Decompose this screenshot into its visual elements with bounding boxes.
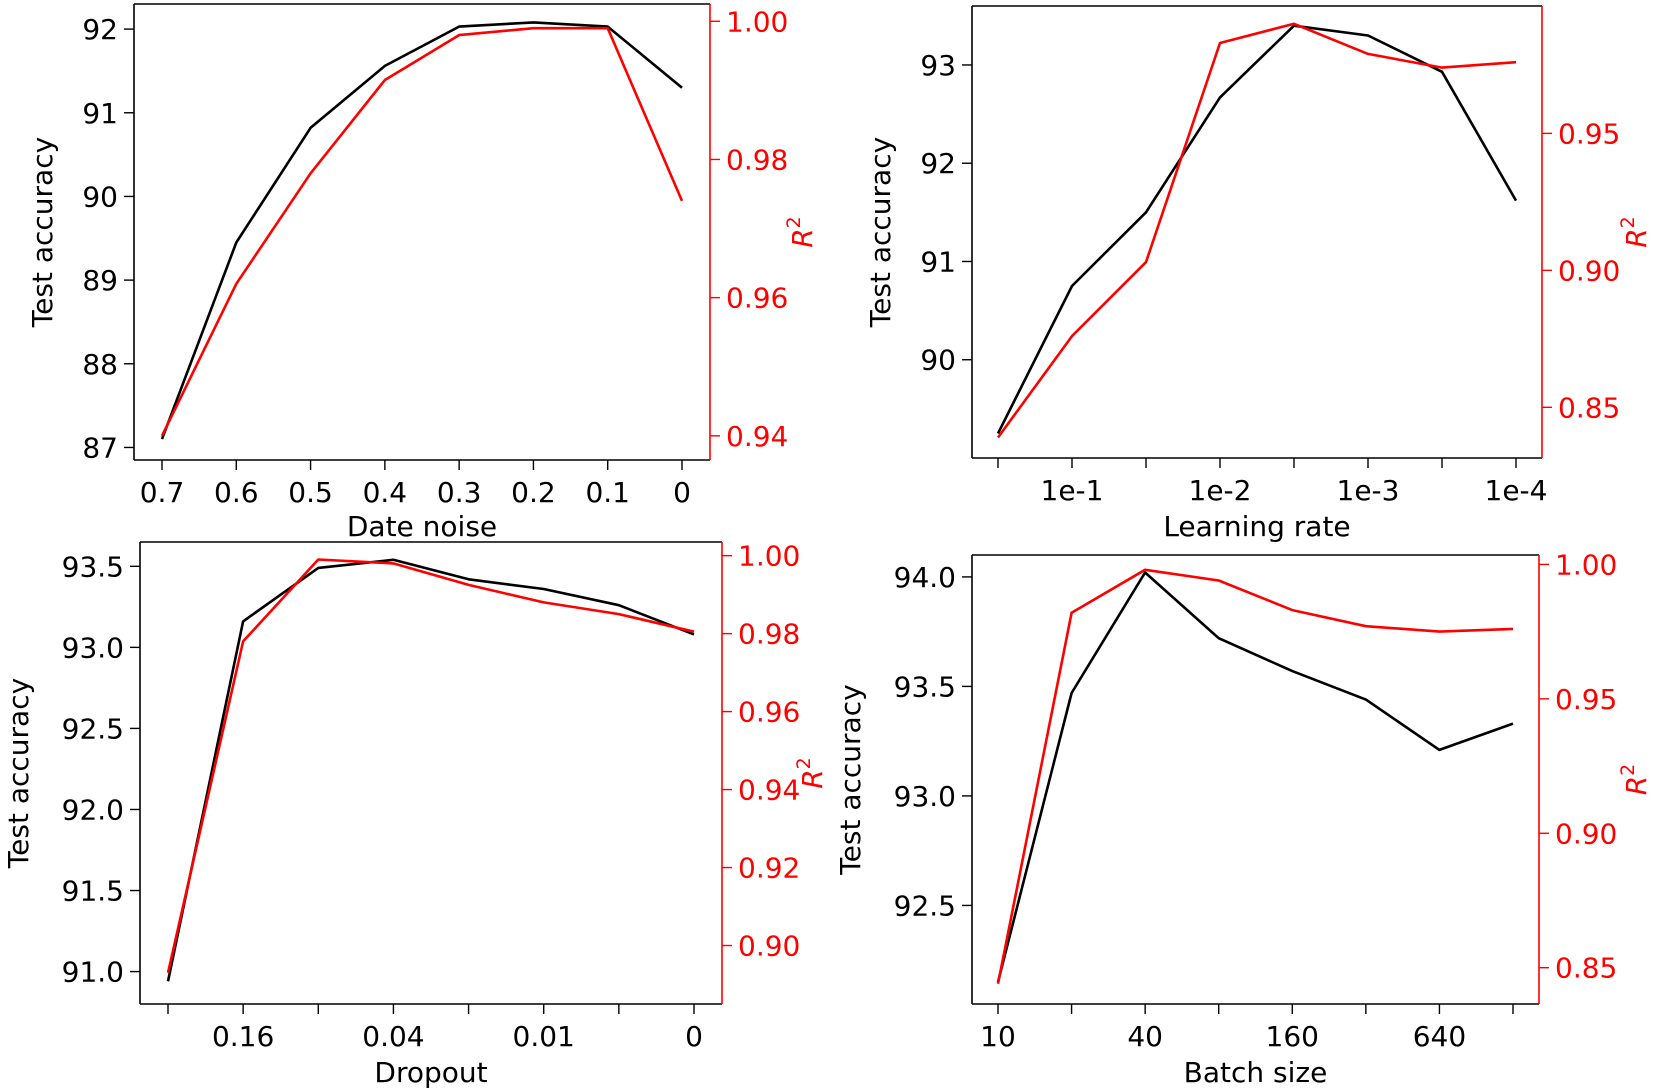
accuracy-series-line [996,24,1518,434]
left-y-tick-label: 93.5 [62,550,124,583]
r2-series-line [996,568,1514,985]
r2-series-line [996,22,1517,439]
left-y-axis-label: Test accuracy [834,684,867,875]
x-tick-label: 160 [1266,1020,1319,1053]
x-tick-label: 1e-4 [1485,474,1548,507]
right-y-axis-label: R2 [1617,216,1653,248]
right-y-tick-label: 0.94 [738,774,800,807]
x-tick-label: 640 [1413,1020,1466,1053]
x-tick-label: 0.1 [585,476,630,509]
x-tick-label: 0 [673,476,691,509]
left-y-tick-label: 88 [82,348,118,381]
x-tick-label: 0.3 [437,476,482,509]
x-tick-label: 1e-1 [1041,474,1104,507]
left-y-axis-label: Test accuracy [2,678,35,869]
x-axis-label: Dropout [374,1056,487,1089]
superscript-2: 2 [793,757,815,769]
right-y-tick-label: 0.96 [726,282,788,315]
right-y-axis-label: R2 [793,757,829,789]
left-y-tick-label: 90 [920,344,956,377]
x-tick-label: 1e-3 [1337,474,1400,507]
right-y-tick-label: 0.94 [726,420,788,453]
left-y-axis-label: Test accuracy [864,137,897,328]
x-tick-label: 0.5 [288,476,333,509]
left-y-tick-label: 93.0 [62,631,124,664]
right-y-tick-label: 0.95 [1558,117,1620,150]
left-y-tick-label: 91 [920,245,956,278]
right-y-tick-label: 0.90 [738,930,800,963]
superscript-2: 2 [783,216,805,228]
left-y-tick-label: 93.5 [894,670,956,703]
x-tick-label: 0 [685,1020,703,1053]
chart-panel-dropout: 0.16 0.04 0.01 0 91.0 91.5 92.0 92.5 93.0 93.5 0.9… [2,540,829,1089]
x-axis-label: Batch size [1184,1056,1328,1089]
x-tick-label: 0.04 [362,1020,424,1053]
left-y-tick-label: 89 [82,264,118,297]
left-y-tick-label: 91.5 [62,875,124,908]
chart-panel-learning-rate: 1e-1 1e-2 1e-3 1e-4 90 91 92 93 0.85 0.90 0.95 Lear… [864,5,1653,543]
x-tick-label: 0.2 [511,476,556,509]
left-y-tick-label: 93.0 [894,780,956,813]
left-y-tick-label: 91.0 [62,956,124,989]
right-y-tick-label: 1.00 [1555,548,1617,581]
right-y-axis-label: R2 [1617,764,1653,796]
right-y-tick-label: 0.85 [1555,952,1617,985]
chart-panel-batch-size: 10 40 160 640 92.5 93.0 93.5 94.0 0.85 0.90 0.95 1.… [834,548,1653,1089]
accuracy-series-line [166,558,695,982]
x-axis-label: Learning rate [1163,510,1350,543]
x-tick-label: 0.6 [214,476,259,509]
r-symbol: R [1620,228,1653,247]
accuracy-series-line [996,571,1514,983]
left-y-tick-label: 92 [82,13,118,46]
x-tick-label: 10 [980,1020,1016,1053]
left-y-tick-label: 92.0 [62,793,124,826]
x-tick-label: 1e-2 [1189,474,1252,507]
right-y-tick-label: 0.90 [1558,254,1620,287]
chart-panel-date-noise: 0.7 0.6 0.5 0.4 0.3 0.2 0.1 0 87 88 89 90 91 92 0.94 0.… [26,3,819,543]
left-y-tick-label: 91 [82,97,118,130]
left-y-tick-label: 87 [82,431,118,464]
x-tick-label: 0.16 [212,1020,274,1053]
left-y-tick-label: 94.0 [894,561,956,594]
x-tick-label: 0.4 [363,476,408,509]
right-y-tick-label: 0.96 [738,696,800,729]
r2-series-line [166,558,695,974]
right-y-tick-label: 0.92 [738,852,800,885]
accuracy-series-line [160,21,683,440]
left-y-tick-label: 92.5 [894,889,956,922]
right-y-tick-label: 1.00 [738,540,800,573]
left-y-tick-label: 92.5 [62,712,124,745]
x-axis-label: Date noise [347,510,497,543]
r-symbol: R [1620,776,1653,795]
right-y-tick-label: 0.98 [738,618,800,651]
left-y-tick-label: 92 [920,147,956,180]
x-tick-label: 40 [1127,1020,1163,1053]
right-y-tick-label: 1.00 [726,5,788,38]
left-y-tick-label: 93 [920,49,956,82]
superscript-2: 2 [1617,216,1639,228]
right-y-tick-label: 0.90 [1555,817,1617,850]
right-y-tick-label: 0.95 [1555,683,1617,716]
r2-series-line [160,26,684,437]
x-tick-label: 0.7 [140,476,185,509]
r-symbol: R [796,769,829,788]
x-tick-label: 0.01 [513,1020,575,1053]
left-y-tick-label: 90 [82,180,118,213]
right-y-tick-label: 0.98 [726,143,788,176]
left-y-axis-label: Test accuracy [26,137,59,328]
superscript-2: 2 [1617,764,1639,776]
right-y-axis-label: R2 [783,216,819,248]
right-y-tick-label: 0.85 [1558,391,1620,424]
r-symbol: R [786,228,819,247]
